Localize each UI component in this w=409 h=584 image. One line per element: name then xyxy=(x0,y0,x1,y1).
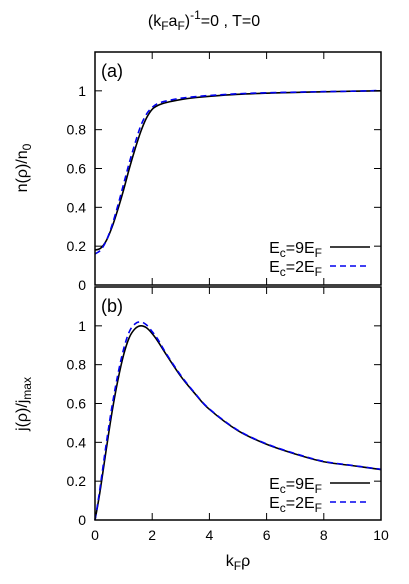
title-close: ) xyxy=(185,13,190,30)
panel-b-legend: Ec=9EF Ec=2EF xyxy=(269,476,370,515)
panel-b-xtick-label: 4 xyxy=(206,527,214,543)
title-sub1: F xyxy=(161,19,168,33)
panel-a-frame xyxy=(94,51,382,286)
panel-b-series-2-line xyxy=(94,321,382,521)
panel-b-ytick-label: 0.8 xyxy=(67,357,87,373)
panel-b-ytick-label: 0.2 xyxy=(67,473,87,489)
panel-a-ytick-label: 0 xyxy=(78,277,86,293)
panel-b-ytick-label: 1 xyxy=(78,318,86,334)
title-sub2: F xyxy=(177,19,184,33)
panel-b-legend-label-2: Ec=2EF xyxy=(269,495,322,515)
panel-b-xlabel-main: k xyxy=(226,553,235,570)
panel-b-ytick-label: 0.4 xyxy=(67,434,87,450)
panel-b-xtick-label: 10 xyxy=(373,527,389,543)
panel-b-ticks: 00.20.40.60.810 2 4 6 8 10 xyxy=(67,287,389,543)
panel-a-ticks: 0 0.2 0.4 0.6 0.8 1 xyxy=(67,52,382,293)
panel-b-ytick-label: 0.6 xyxy=(67,396,87,412)
panel-b-xlabel-tail: ρ xyxy=(241,553,250,570)
title-main: (k xyxy=(148,13,162,30)
panel-a-series-1-line xyxy=(94,90,382,251)
title-sup: -1 xyxy=(190,8,201,22)
panel-b-xlabel: kFρ xyxy=(226,553,250,573)
panel-b-ylabel-sub: max xyxy=(20,377,34,400)
panel-a-ytick-label: 1 xyxy=(78,83,86,99)
panel-a: 00.20.40.60.81 (a) n(ρ)/n0 Ec=9EF Ec=2EF xyxy=(14,51,382,293)
panel-a-legend-label-1: Ec=9EF xyxy=(269,240,322,260)
panel-b: 00.20.40.60.810 2 4 6 8 10 (b) j(ρ)/jmax kFρ … xyxy=(14,286,389,573)
panel-b-curves xyxy=(94,321,382,521)
panel-b-xtick-label: 6 xyxy=(263,527,271,543)
title-tail: =0 , T=0 xyxy=(201,13,260,30)
panel-b-ylabel: j(ρ)/jmax xyxy=(14,377,34,432)
panel-b-series-1-line xyxy=(94,325,382,521)
panel-a-ytick-label: 0.4 xyxy=(67,199,87,215)
panel-b-xtick-label: 8 xyxy=(320,527,328,543)
panel-b-xtick-label: 0 xyxy=(91,527,99,543)
panel-a-series-2-line xyxy=(94,89,382,255)
panel-a-ytick-label: 0.8 xyxy=(67,122,87,138)
panel-b-ytick-label: 0 xyxy=(78,512,86,528)
panel-a-ytick-label: 0.2 xyxy=(67,238,87,254)
panel-b-label: (b) xyxy=(101,296,123,316)
panel-a-ylabel: n(ρ)/n0 xyxy=(14,143,34,192)
panel-a-ylabel-sub: 0 xyxy=(20,143,34,150)
panel-a-legend: Ec=9EF Ec=2EF xyxy=(269,240,370,279)
panel-b-xtick-label: 2 xyxy=(148,527,156,543)
panel-a-curves xyxy=(94,89,382,255)
panel-a-ylabel-main: n(ρ)/n xyxy=(14,150,31,192)
panel-a-label: (a) xyxy=(101,61,123,81)
figure-title: (kFaF)-1=0 , T=0 xyxy=(148,8,260,33)
panel-b-ylabel-main: j(ρ)/j xyxy=(14,400,31,432)
panel-b-xlabel-sub: F xyxy=(234,559,241,573)
panel-a-legend-label-2: Ec=2EF xyxy=(269,259,322,279)
title-mid: a xyxy=(169,13,178,30)
panel-b-legend-label-1: Ec=9EF xyxy=(269,476,322,496)
panel-a-ytick-label: 0.6 xyxy=(67,161,87,177)
